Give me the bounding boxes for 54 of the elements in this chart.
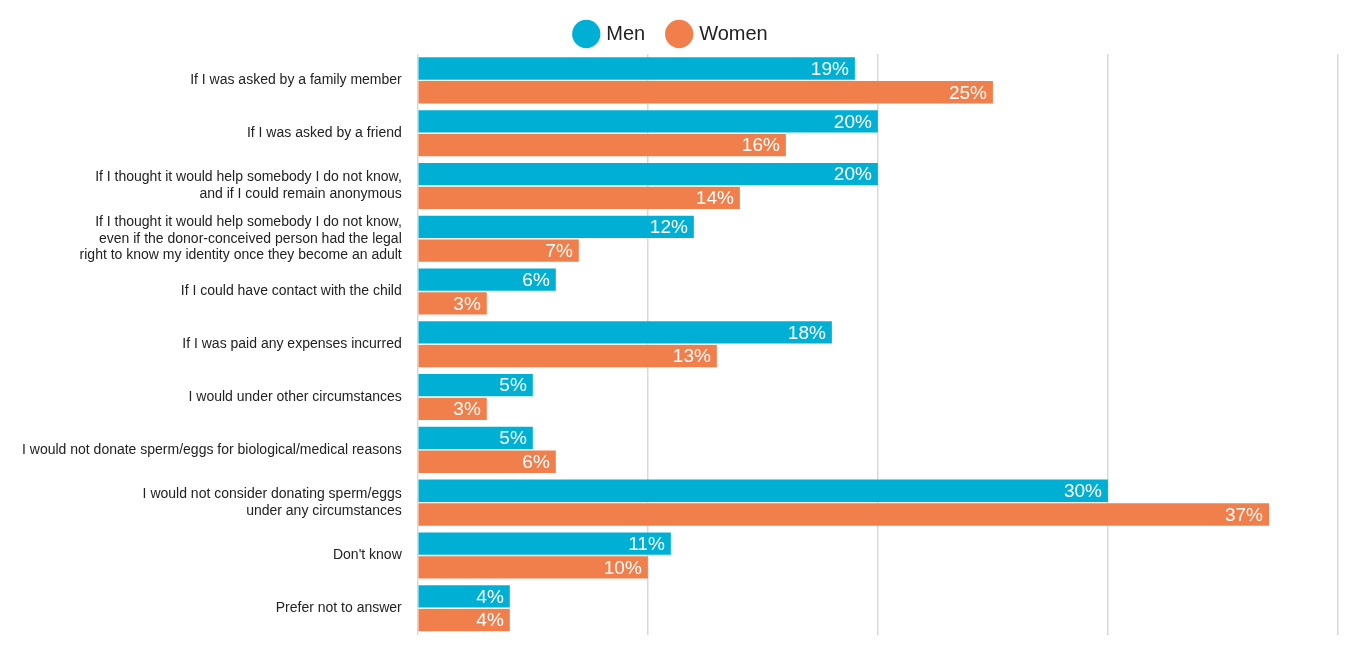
data-label: 6% [522, 450, 550, 472]
y-tick-label: I would under other circumstances [188, 387, 402, 404]
bar [418, 503, 1269, 526]
bar [418, 81, 993, 104]
data-label: 20% [833, 163, 872, 185]
data-label: 14% [695, 187, 734, 209]
data-label: 16% [741, 134, 780, 156]
data-label: 4% [476, 609, 504, 631]
y-tick-label: I would not donate sperm/eggs for biological/medical reasons [21, 440, 402, 457]
bar [418, 215, 694, 239]
y-tick-label: If I could have contact with the child [180, 282, 402, 299]
bar [418, 479, 1108, 502]
bar [418, 239, 579, 262]
data-label: 25% [948, 81, 988, 103]
y-tick-label: If I thought it would help somebody I do not know, even if the donor-conceived person had the legal right to know my identity once they become an adult [79, 212, 402, 263]
bar [418, 57, 855, 80]
bar [418, 186, 740, 209]
data-label: 4% [476, 585, 504, 607]
y-tick-label: If I thought it would help somebody I do not know, and if I could remain anonymous [95, 168, 402, 202]
y-tick-label: Don't know [332, 546, 403, 563]
bar [418, 162, 878, 186]
bar [418, 374, 533, 397]
bar [418, 133, 786, 157]
data-label: 19% [810, 57, 849, 79]
data-label: 3% [453, 398, 481, 420]
bar [418, 268, 556, 291]
data-label: 7% [545, 239, 573, 261]
bar [418, 292, 487, 315]
bar [418, 345, 717, 368]
y-tick-label: I would not consider donating sperm/eggs under any circumstances [142, 485, 402, 518]
bar [418, 321, 832, 344]
bar [418, 450, 556, 473]
data-label: 20% [833, 110, 872, 132]
data-label: 30% [1063, 480, 1103, 501]
legend-label: Women [699, 21, 768, 44]
y-tick-label: If I was paid any expenses incurred [182, 335, 402, 352]
data-label: 37% [1224, 503, 1264, 525]
data-label: 13% [672, 345, 711, 367]
data-label: 6% [522, 268, 550, 290]
data-label: 12% [649, 216, 688, 238]
data-label: 18% [787, 321, 826, 343]
data-label: 5% [499, 374, 527, 396]
data-label: 3% [453, 292, 481, 314]
bar [418, 532, 671, 555]
data-label: 10% [603, 556, 642, 578]
data-label: 5% [499, 427, 527, 449]
bar [418, 556, 648, 579]
bar [418, 110, 878, 133]
data-label: 11% [628, 532, 665, 554]
y-tick-label: If I was asked by a friend [246, 124, 402, 141]
y-tick-label: If I was asked by a family member [190, 71, 403, 88]
bar [418, 426, 533, 450]
legend-label: Men [606, 21, 646, 44]
y-tick-label: Prefer not to answer [275, 599, 403, 616]
